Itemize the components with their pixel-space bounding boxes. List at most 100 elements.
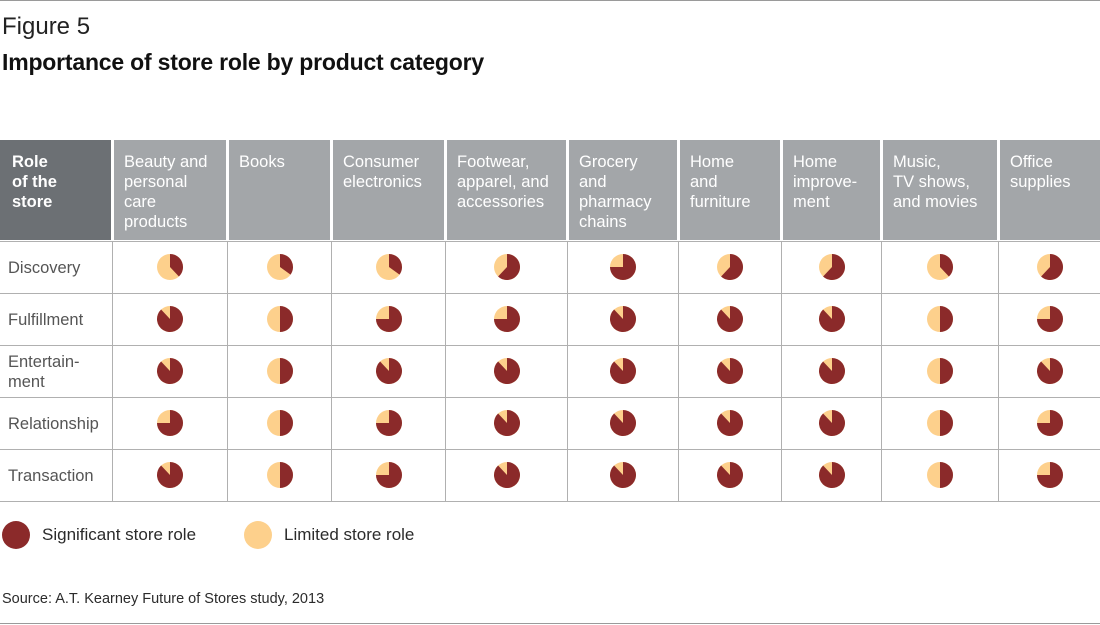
- pie-discovery-footwear-apparel-and-accessories: [493, 254, 520, 280]
- significant-slice: [493, 306, 520, 332]
- column-divider: [678, 241, 679, 502]
- significant-slice: [822, 254, 845, 280]
- row-divider: [0, 449, 1100, 450]
- chart-title: Importance of store role by product cate…: [2, 49, 484, 75]
- pie-entertain-ment-home-and-furniture: [716, 358, 743, 384]
- pie-fulfillment-grocery-and-pharmacy-chains: [609, 306, 636, 332]
- pie-fulfillment-beauty-and-personal-care-products: [156, 306, 183, 332]
- significant-slice: [1037, 462, 1063, 488]
- significant-slice: [818, 410, 845, 436]
- column-divider: [881, 241, 882, 502]
- column-header-footwear-apparel-and-accessories: Footwear, apparel, and accessories: [447, 140, 566, 240]
- significant-slice: [940, 358, 953, 384]
- column-divider: [331, 241, 332, 502]
- significant-slice: [716, 306, 743, 332]
- row-divider: [0, 241, 1100, 242]
- significant-slice: [940, 306, 953, 332]
- pie-fulfillment-music-tv-shows-and-movies: [927, 306, 953, 332]
- significant-slice: [940, 254, 954, 277]
- pie-entertain-ment-grocery-and-pharmacy-chains: [609, 358, 636, 384]
- column-header-home-and-furniture: Home and furniture: [680, 140, 780, 240]
- column-header-music-tv-shows-and-movies: Music, TV shows, and movies: [883, 140, 997, 240]
- column-header-home-improve-ment: Home improve- ment: [783, 140, 880, 240]
- significant-slice: [818, 462, 845, 488]
- significant-slice: [497, 254, 520, 280]
- significant-slice: [716, 462, 743, 488]
- significant-slice: [609, 358, 636, 384]
- pie-entertain-ment-music-tv-shows-and-movies: [927, 358, 953, 384]
- significant-slice: [721, 254, 743, 280]
- legend-significant: Significant store role: [2, 521, 196, 549]
- significant-slice: [170, 254, 184, 277]
- pie-discovery-consumer-electronics: [375, 254, 402, 280]
- pie-relationship-home-and-furniture: [716, 410, 743, 436]
- limited-swatch: [244, 521, 272, 549]
- significant-slice: [716, 358, 743, 384]
- pie-discovery-music-tv-shows-and-movies: [927, 254, 954, 280]
- pie-transaction-home-and-furniture: [716, 462, 743, 488]
- significant-slice: [609, 410, 636, 436]
- significant-slice: [610, 254, 636, 280]
- pie-fulfillment-home-and-furniture: [716, 306, 743, 332]
- column-header-books: Books: [229, 140, 330, 240]
- pie-relationship-books: [266, 410, 293, 436]
- pie-relationship-grocery-and-pharmacy-chains: [609, 410, 636, 436]
- column-header-grocery-and-pharmacy-chains: Grocery and pharmacy chains: [569, 140, 677, 240]
- column-divider: [227, 241, 228, 502]
- pie-fulfillment-office-supplies: [1037, 306, 1063, 332]
- column-divider: [998, 241, 999, 502]
- significant-slice: [156, 358, 183, 384]
- pie-transaction-office-supplies: [1037, 462, 1063, 488]
- pie-transaction-consumer-electronics: [375, 462, 402, 488]
- pie-entertain-ment-consumer-electronics: [375, 358, 402, 384]
- row-label-fulfillment: Fulfillment: [8, 311, 84, 329]
- significant-slice: [279, 410, 293, 436]
- significant-slice: [388, 254, 402, 275]
- column-divider: [445, 241, 446, 502]
- pie-relationship-footwear-apparel-and-accessories: [493, 410, 520, 436]
- pie-entertain-ment-beauty-and-personal-care-products: [156, 358, 183, 384]
- significant-slice: [609, 462, 636, 488]
- pie-transaction-grocery-and-pharmacy-chains: [609, 462, 636, 488]
- pie-fulfillment-footwear-apparel-and-accessories: [493, 306, 520, 332]
- pie-fulfillment-books: [266, 306, 293, 332]
- column-divider: [781, 241, 782, 502]
- row-divider: [0, 293, 1100, 294]
- pie-discovery-beauty-and-personal-care-products: [157, 254, 184, 280]
- row-label-relationship: Relationship: [8, 415, 99, 433]
- significant-slice: [493, 358, 520, 384]
- pie-discovery-office-supplies: [1037, 254, 1063, 280]
- pie-relationship-home-improve-ment: [818, 410, 845, 436]
- significant-slice: [818, 306, 845, 332]
- significant-slice: [375, 358, 402, 384]
- legend-limited: Limited store role: [244, 521, 414, 549]
- pie-transaction-books: [266, 462, 293, 488]
- significant-slice: [1037, 306, 1063, 332]
- significant-slice: [279, 462, 293, 488]
- pie-relationship-office-supplies: [1037, 410, 1063, 436]
- pie-entertain-ment-books: [266, 358, 293, 384]
- legend-significant-label: Significant store role: [42, 525, 197, 544]
- significant-slice: [940, 410, 953, 436]
- pie-relationship-beauty-and-personal-care-products: [157, 410, 183, 436]
- significant-slice: [493, 410, 520, 436]
- pie-entertain-ment-footwear-apparel-and-accessories: [493, 358, 520, 384]
- legend-limited-label: Limited store role: [284, 525, 415, 544]
- pie-transaction-home-improve-ment: [818, 462, 845, 488]
- significant-slice: [1041, 254, 1063, 280]
- column-divider: [567, 241, 568, 502]
- row-label-discovery: Discovery: [8, 259, 81, 277]
- significant-slice: [818, 358, 845, 384]
- row-divider: [0, 345, 1100, 346]
- significant-slice: [493, 462, 520, 488]
- significant-slice: [375, 410, 402, 436]
- pie-fulfillment-home-improve-ment: [818, 306, 845, 332]
- row-divider: [0, 397, 1100, 398]
- significant-slice: [279, 358, 293, 384]
- row-label-entertain-ment: Entertain- ment: [8, 353, 80, 391]
- pie-relationship-consumer-electronics: [375, 410, 402, 436]
- pie-discovery-grocery-and-pharmacy-chains: [610, 254, 636, 280]
- significant-slice: [716, 410, 743, 436]
- significant-slice: [940, 462, 953, 488]
- pie-transaction-beauty-and-personal-care-products: [156, 462, 183, 488]
